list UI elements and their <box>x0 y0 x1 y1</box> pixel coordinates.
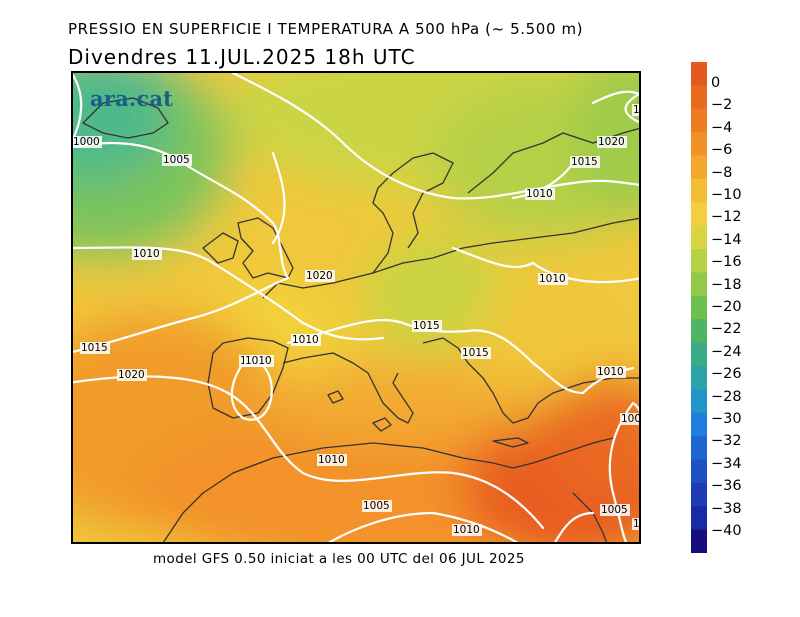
legend-tick-label: −28 <box>711 388 742 405</box>
isobar-label: 1010 <box>133 248 160 260</box>
isobar-label-bg <box>132 248 162 260</box>
isobar-label: 1000 <box>73 136 100 148</box>
isobar-label-bg <box>317 454 347 466</box>
legend-tick-label: −22 <box>711 321 742 338</box>
isobar-label: 1010 <box>292 334 319 346</box>
legend-tick-label: −4 <box>711 119 733 136</box>
legend-color-swatch <box>691 108 707 133</box>
legend-color-swatch <box>691 295 707 320</box>
legend-tick-label: −10 <box>711 187 742 203</box>
isobar-label-bg <box>461 347 491 359</box>
legend-tick-label: −8 <box>711 164 733 181</box>
isobar-label: 1020 <box>598 136 625 148</box>
isobar-label-bg <box>570 156 600 168</box>
legend-tick-label: −36 <box>711 478 742 495</box>
legend-tick-label: 0 <box>711 75 721 91</box>
isobar-label: 1005 <box>601 504 628 516</box>
legend-tick-label: −2 <box>711 97 733 114</box>
coastlines <box>82 97 639 542</box>
legend-tick-label: −26 <box>711 366 742 383</box>
isobar-label-bg <box>452 524 482 536</box>
isobar-label: 1015 <box>462 347 489 359</box>
legend-tick-label: −18 <box>711 276 742 293</box>
legend-color-swatch <box>691 342 707 367</box>
isobar-label: 1015 <box>81 342 108 354</box>
isobar-label-bg <box>596 366 626 378</box>
legend-color-swatch <box>691 436 707 460</box>
legend-color-swatch <box>691 506 707 531</box>
legend-color-swatch <box>691 272 707 297</box>
legend-tick-label: −32 <box>711 433 742 450</box>
legend-color-swatch <box>691 85 707 110</box>
isobar-label-bg <box>362 500 392 512</box>
isobar-label-bg <box>597 136 627 148</box>
legend-color-swatch <box>691 319 707 344</box>
legend-tick-label: −40 <box>711 523 742 539</box>
isobar-label: 1010 <box>245 355 272 367</box>
legend-color-swatch <box>691 249 707 273</box>
legend-color-swatch <box>691 62 707 86</box>
legend-color-swatch <box>691 132 707 157</box>
isobar-label: 1015 <box>413 320 440 332</box>
isobar-label-bg <box>620 413 639 425</box>
isobar-labels: 1005101010201015101010201015101010101015… <box>73 104 641 536</box>
isobar-label: 1000 <box>621 413 641 425</box>
isobar-label: 1015 <box>571 156 598 168</box>
legend-color-swatch <box>691 365 707 390</box>
isobar-label-bg <box>538 273 568 285</box>
legend-color-swatch <box>691 482 707 507</box>
isobar-label: 1015 <box>633 104 641 116</box>
isobar-label-bg <box>162 154 192 166</box>
isobar-label: 1010 <box>318 454 345 466</box>
temperature-field <box>73 73 639 542</box>
legend-color-swatch <box>691 178 707 203</box>
legend-tick-label: −30 <box>711 411 742 427</box>
legend-tick-label: −6 <box>711 142 733 159</box>
isobar-label-bg <box>305 270 335 282</box>
legend-color-swatch <box>691 225 707 250</box>
isobar-label-bg <box>412 320 442 332</box>
isobar-label: 1005 <box>363 500 390 512</box>
isobar-label-bg <box>632 518 639 530</box>
legend-tick-label: −34 <box>711 455 742 472</box>
temperature-legend-bar <box>691 62 707 553</box>
isobar-label-bg <box>73 136 102 148</box>
map-title: PRESSIO EN SUPERFICIE I TEMPERATURA A 50… <box>68 20 584 38</box>
isobar-label-bg <box>525 188 555 200</box>
legend-color-swatch <box>691 459 707 484</box>
model-run-footer: model GFS 0.50 iniciat a les 00 UTC del … <box>153 551 525 567</box>
legend-tick-label: −14 <box>711 231 742 248</box>
isobar-label-bg <box>80 342 110 354</box>
isobar-label-bg <box>244 355 274 367</box>
legend-tick-label: −24 <box>711 343 742 360</box>
legend-color-swatch <box>691 155 707 180</box>
isobar-label: 1010 <box>597 366 624 378</box>
isobar-label: 1020 <box>306 270 333 282</box>
legend-tick-label: −12 <box>711 209 742 226</box>
isobar-label-bg <box>291 334 321 346</box>
legend-tick-label: −16 <box>711 254 742 271</box>
isobar-label: 1010 <box>539 273 566 285</box>
isobar-label: 1010 <box>453 524 480 536</box>
legend-tick-label: −20 <box>711 299 742 315</box>
legend-tick-label: −38 <box>711 500 742 517</box>
legend-color-swatch <box>691 202 707 227</box>
isobar-label-bg <box>117 369 147 381</box>
isobar-label: 1020 <box>118 369 145 381</box>
weather-map: 1005101010201015101010201015101010101015… <box>71 71 641 544</box>
isobar-label: 1005 <box>163 154 190 166</box>
isobar-label-bg <box>632 104 639 116</box>
isobar-label-bg <box>600 504 630 516</box>
isobar-label: 1000 <box>633 518 641 530</box>
legend-color-swatch <box>691 412 707 437</box>
map-subtitle-date: Divendres 11.JUL.2025 18h UTC <box>68 45 416 69</box>
legend-color-swatch <box>691 529 707 553</box>
logo-ara-cat: ara.cat <box>90 86 174 111</box>
isobar-label: 1010 <box>526 188 553 200</box>
legend-color-swatch <box>691 389 707 414</box>
